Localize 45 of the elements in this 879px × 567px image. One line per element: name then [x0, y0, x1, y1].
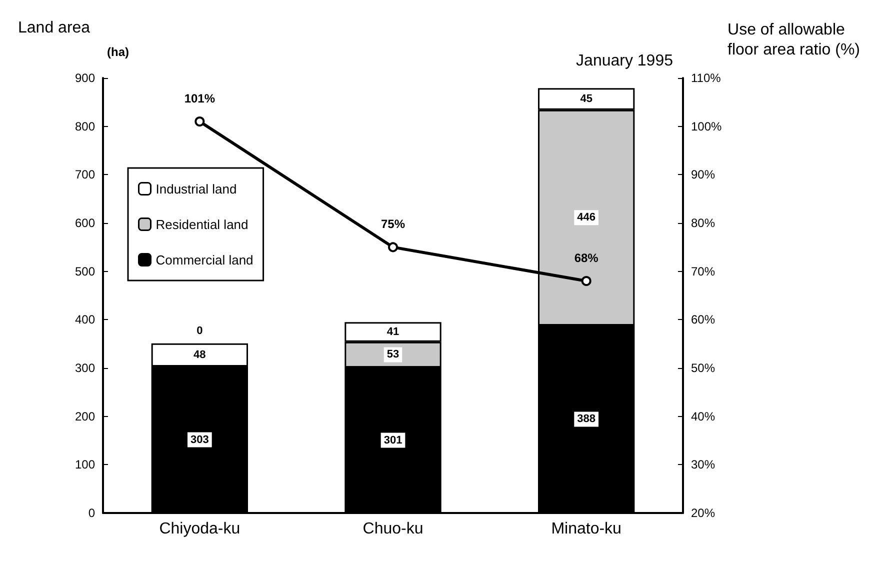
- data-label: 48: [194, 348, 206, 361]
- text: (ha): [107, 45, 129, 59]
- y2-tick-label: 100%: [691, 119, 722, 134]
- y2-tick-label: 40%: [691, 409, 716, 424]
- y-tick-label: 400: [74, 312, 96, 327]
- data-label: 53: [386, 348, 400, 361]
- y2-tick-label: 30%: [691, 458, 716, 472]
- y-tick-label: 700: [74, 168, 96, 182]
- y-tick-label: 200: [74, 409, 96, 424]
- y-tick-label: 800: [74, 119, 96, 134]
- legend-label: Residential land: [156, 216, 248, 232]
- y2-axis-title: Use of allowable floor area ratio (%): [728, 22, 860, 58]
- y-tick-label: 300: [74, 361, 96, 375]
- y-tick-label: 0: [88, 506, 96, 520]
- legend-label: Commercial land: [156, 252, 254, 268]
- text: January 1995: [576, 52, 674, 70]
- y2-tick-label: 90%: [691, 168, 716, 182]
- y-tick-label: 100: [74, 458, 96, 472]
- data-label: 101%: [184, 92, 216, 106]
- x-tick-label: Chiyoda-ku: [159, 520, 240, 538]
- data-label: 303: [190, 434, 209, 446]
- y2-tick-label: 50%: [691, 361, 716, 375]
- point: [388, 242, 398, 252]
- data-label: 75%: [380, 217, 406, 232]
- legend-label: Industrial land: [156, 181, 237, 196]
- data-label: 0: [196, 324, 203, 337]
- y-tick-label: 900: [74, 71, 96, 85]
- y2-tick-label: 20%: [691, 506, 716, 520]
- x-tick-label: Chuo-ku: [362, 520, 424, 538]
- data-label: 301: [384, 434, 402, 446]
- data-label: 45: [580, 93, 592, 106]
- y2-tick-label: 80%: [691, 216, 716, 230]
- y2-tick-label: 70%: [691, 264, 716, 278]
- x-tick-label: Minato-ku: [551, 520, 622, 538]
- y2-tick-label: 60%: [691, 312, 716, 327]
- point: [581, 276, 592, 286]
- point: [194, 116, 205, 126]
- data-label: 41: [386, 326, 400, 338]
- data-label: 68%: [574, 251, 599, 265]
- y-tick-label: 600: [74, 216, 96, 230]
- y-tick-label: 500: [74, 264, 96, 278]
- data-label: 446: [577, 212, 596, 224]
- y-axis-title: Land area: [18, 20, 90, 36]
- y2-tick-label: 110%: [691, 71, 722, 85]
- data-label: 388: [577, 413, 596, 426]
